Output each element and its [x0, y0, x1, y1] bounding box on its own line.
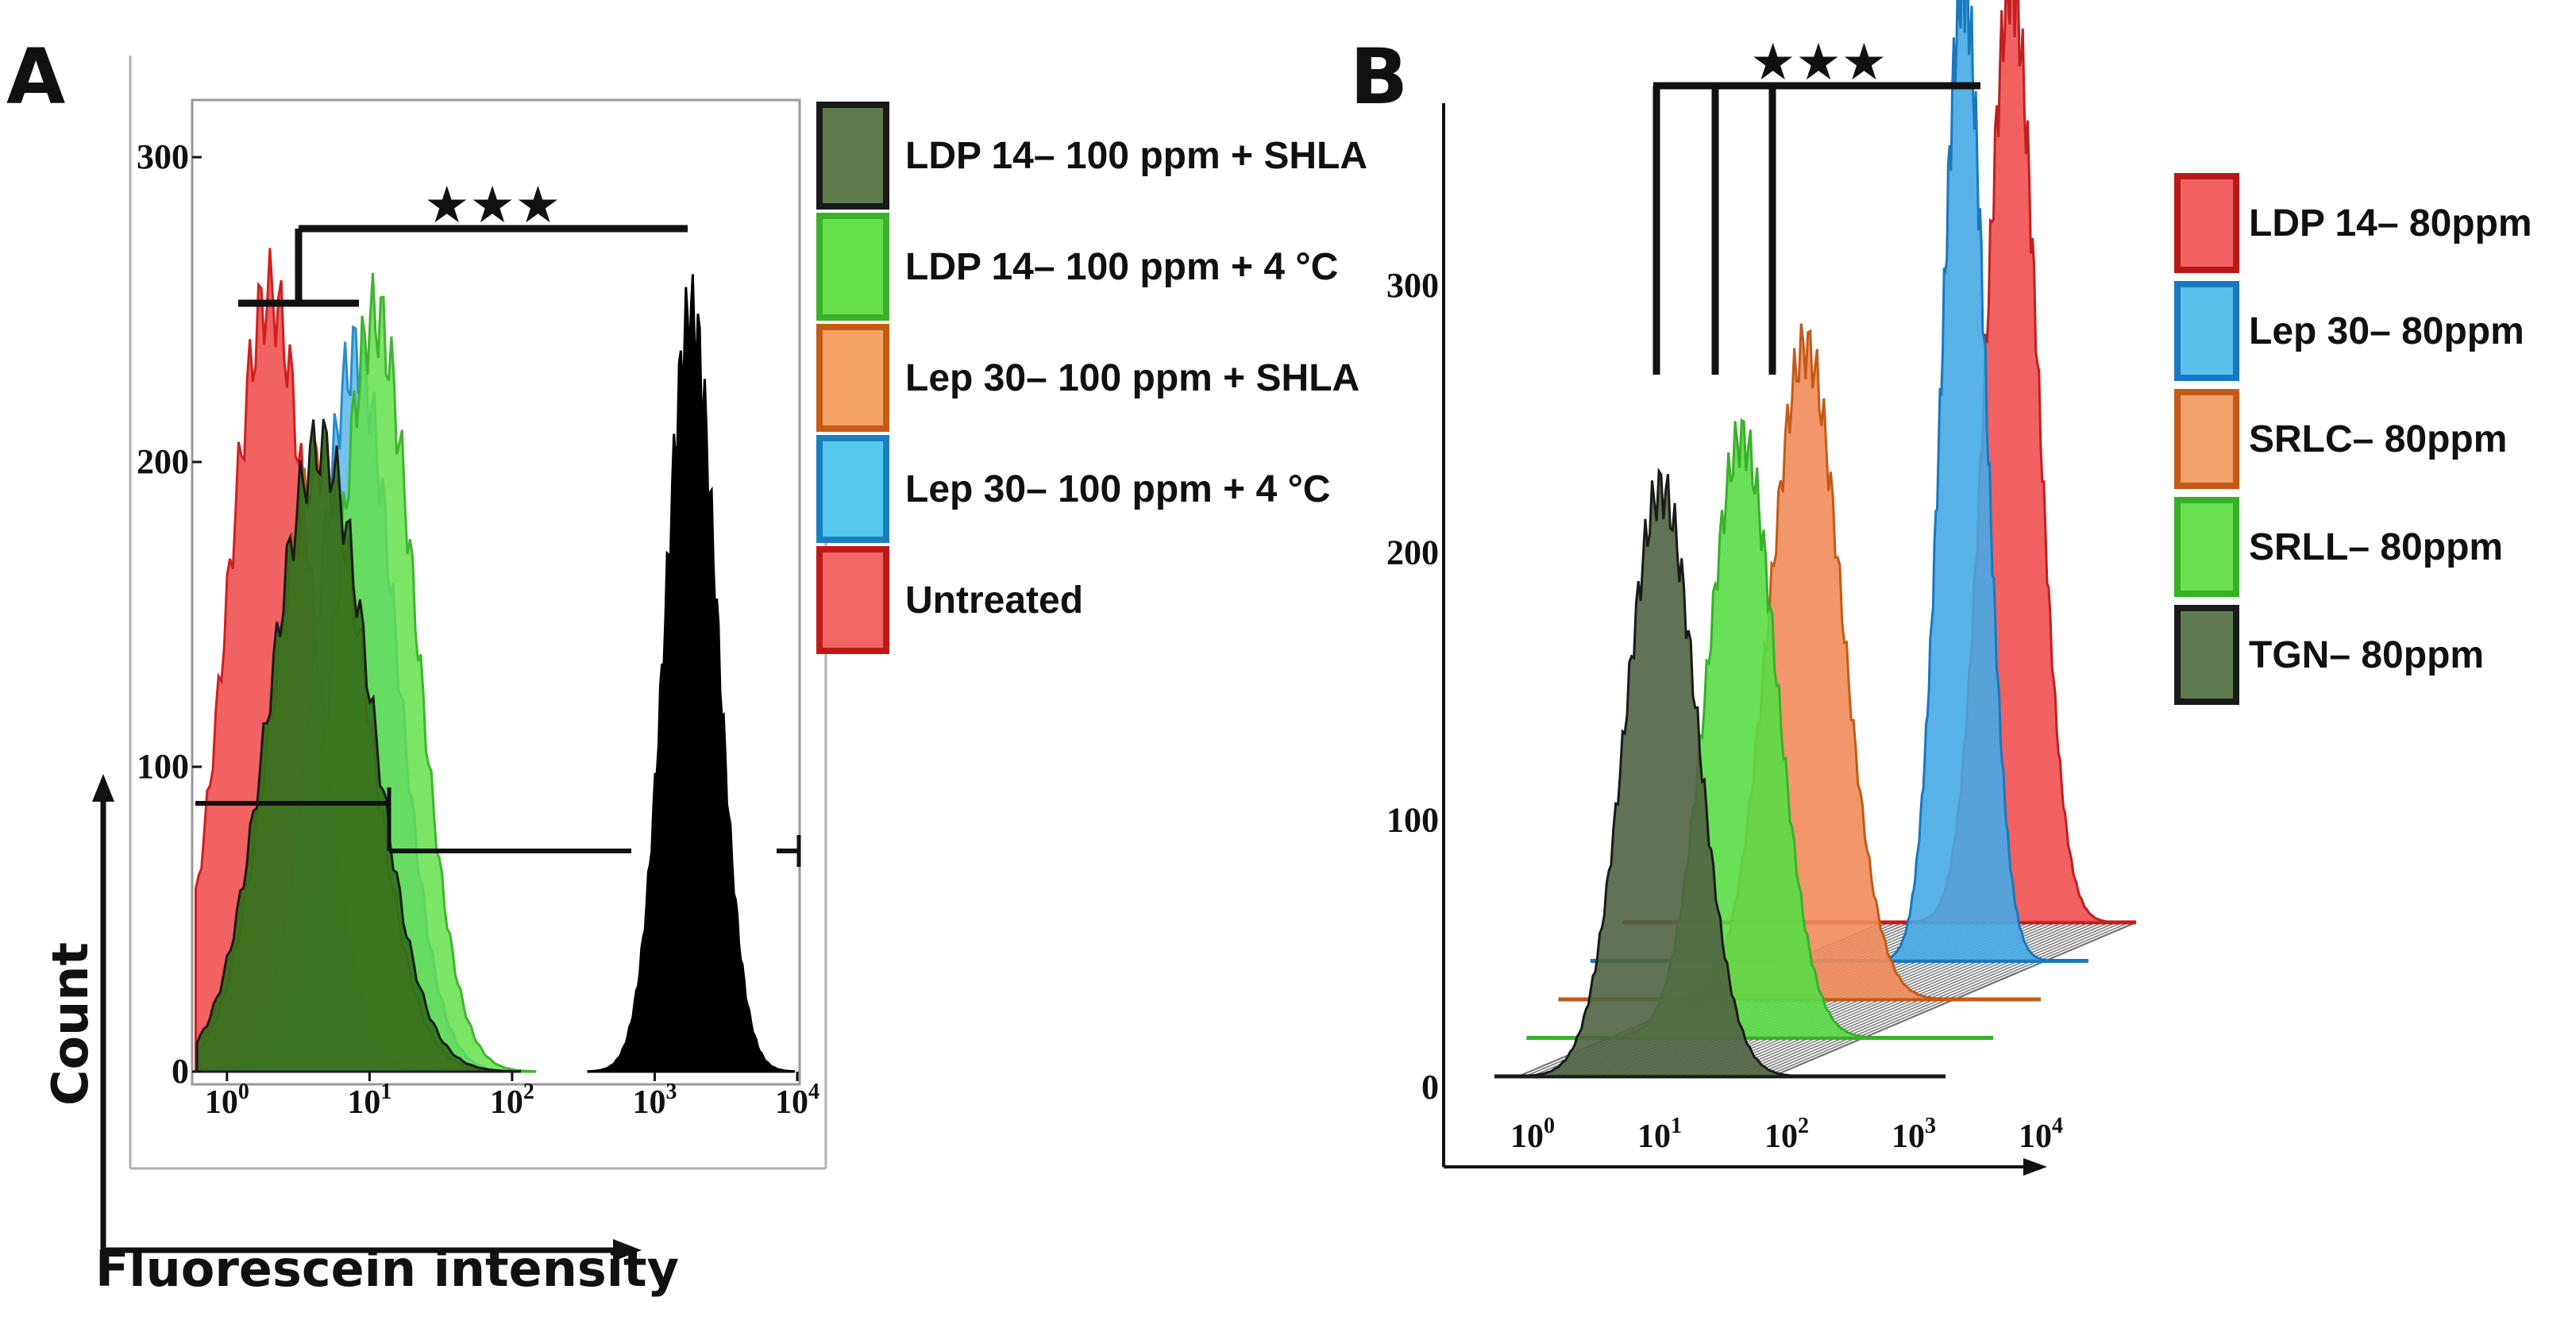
legend-swatch — [2174, 281, 2239, 381]
legend-swatch — [816, 435, 889, 543]
x-tick-label: 102 — [1764, 1114, 1809, 1155]
panel-b: B 0 100 200 300 100 101 102 103 104 ★★★ LDP 14–… — [1350, 0, 2532, 1176]
legend-label: Lep 30– 80ppm — [2249, 310, 2524, 352]
panel-a-x-ticks: 100 101 102 103 104 — [205, 1072, 819, 1121]
legend-swatch — [2174, 173, 2239, 273]
y-tick-label: 100 — [137, 747, 189, 786]
panel-b-x-arrowhead — [2023, 1158, 2047, 1176]
y-tick-label: 0 — [1421, 1068, 1439, 1107]
panel-b-significance-stars: ★★★ — [1750, 33, 1887, 92]
legend-item: Lep 30– 100 ppm + SHLA — [816, 324, 1359, 432]
legend-item: TGN– 80ppm — [2174, 605, 2484, 705]
panel-b-legend: LDP 14– 80ppm Lep 30– 80ppm SRLC– 80ppm SRL… — [2174, 173, 2532, 705]
legend-swatch — [816, 102, 889, 210]
panel-b-y-ticks: 0 100 200 300 — [1386, 266, 1439, 1107]
x-tick-label: 101 — [347, 1080, 391, 1121]
panel-b-x-ticks: 100 101 102 103 104 — [1510, 1114, 2063, 1155]
x-tick-label: 100 — [1510, 1114, 1555, 1155]
histogram-tgn-80ppm — [1523, 467, 1799, 1078]
legend-swatch — [816, 213, 889, 321]
y-tick-label: 0 — [172, 1052, 189, 1091]
panel-a-y-arrowhead — [92, 774, 114, 802]
panel-a-x-arrowhead — [613, 1239, 642, 1261]
legend-label: LDP 14– 100 ppm + 4 °C — [905, 246, 1338, 288]
legend-label: LDP 14– 80ppm — [2249, 202, 2532, 244]
x-tick-label: 104 — [2019, 1114, 2063, 1155]
legend-swatch — [816, 546, 889, 654]
x-tick-label: 101 — [1637, 1114, 1682, 1155]
x-tick-label: 100 — [205, 1080, 249, 1121]
y-tick-label: 300 — [137, 137, 189, 176]
legend-label: SRLL– 80ppm — [2249, 526, 2503, 568]
panel-a-y-ticks: 0 100 200 300 — [137, 137, 202, 1091]
legend-label: SRLC– 80ppm — [2249, 418, 2507, 460]
panel-a-significance-stars: ★★★ — [424, 176, 561, 235]
x-tick-label: 103 — [632, 1080, 677, 1121]
legend-swatch — [2174, 605, 2239, 705]
legend-item: Lep 30– 80ppm — [2174, 281, 2524, 381]
legend-item: Lep 30– 100 ppm + 4 °C — [816, 435, 1330, 543]
panel-b-letter: B — [1350, 33, 1408, 121]
legend-swatch — [2174, 389, 2239, 489]
panel-a-x-axis-label: Fluorescein intensity — [95, 1240, 679, 1298]
legend-label: Lep 30– 100 ppm + 4 °C — [905, 468, 1330, 510]
x-tick-label: 103 — [1892, 1114, 1936, 1155]
legend-item: SRLL– 80ppm — [2174, 497, 2503, 597]
legend-item: SRLC– 80ppm — [2174, 389, 2507, 489]
panel-a-y-axis-label: Count — [41, 942, 99, 1106]
legend-swatch — [2174, 497, 2239, 597]
legend-label: Lep 30– 100 ppm + SHLA — [905, 357, 1359, 399]
y-tick-label: 200 — [1386, 533, 1439, 572]
histogram-positive-peak — [587, 274, 796, 1073]
x-tick-label: 104 — [775, 1080, 819, 1121]
legend-item: Untreated — [816, 546, 1083, 654]
legend-label: TGN– 80ppm — [2249, 634, 2484, 676]
histogram-ldp-14-100-ppm-shla — [195, 418, 522, 1073]
legend-label: Untreated — [905, 579, 1083, 622]
y-tick-label: 200 — [137, 442, 189, 481]
legend-label: LDP 14– 100 ppm + SHLA — [905, 135, 1367, 177]
y-tick-label: 300 — [1386, 266, 1439, 305]
panel-a: A 0 100 200 300 100 101 102 103 104 ★★★ Count F… — [6, 33, 1367, 1298]
panel-a-letter: A — [6, 33, 65, 121]
panel-a-legend: LDP 14– 100 ppm + SHLA LDP 14– 100 ppm + … — [816, 102, 1367, 654]
legend-item: LDP 14– 80ppm — [2174, 173, 2532, 273]
legend-item: LDP 14– 100 ppm + SHLA — [816, 102, 1367, 210]
x-tick-label: 102 — [490, 1080, 534, 1121]
histogram-lep-30-80ppm — [1879, 0, 2048, 962]
legend-item: LDP 14– 100 ppm + 4 °C — [816, 213, 1338, 321]
y-tick-label: 100 — [1386, 800, 1439, 839]
legend-swatch — [816, 324, 889, 432]
panel-b-histograms — [1494, 0, 2136, 1079]
panel-a-histograms — [194, 248, 796, 1073]
